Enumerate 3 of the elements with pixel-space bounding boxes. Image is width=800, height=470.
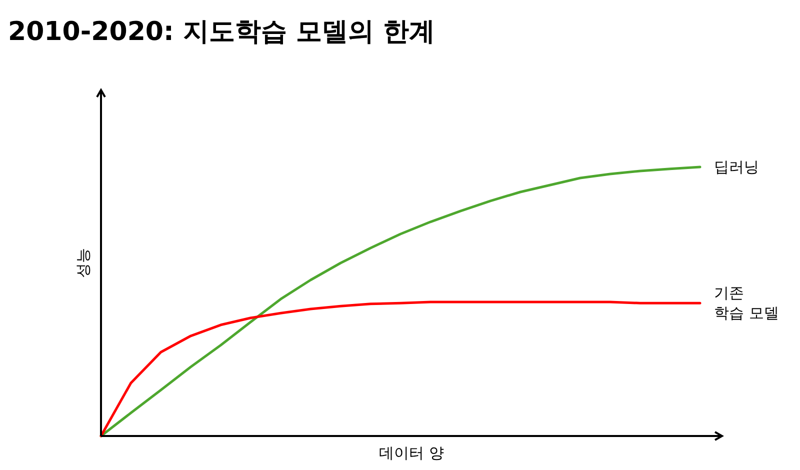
title: 2010-2020: 지도학습 모델의 한계: [8, 17, 436, 47]
xlabel: 데이터 양: [379, 444, 444, 462]
ylabel: 성능: [74, 248, 92, 278]
